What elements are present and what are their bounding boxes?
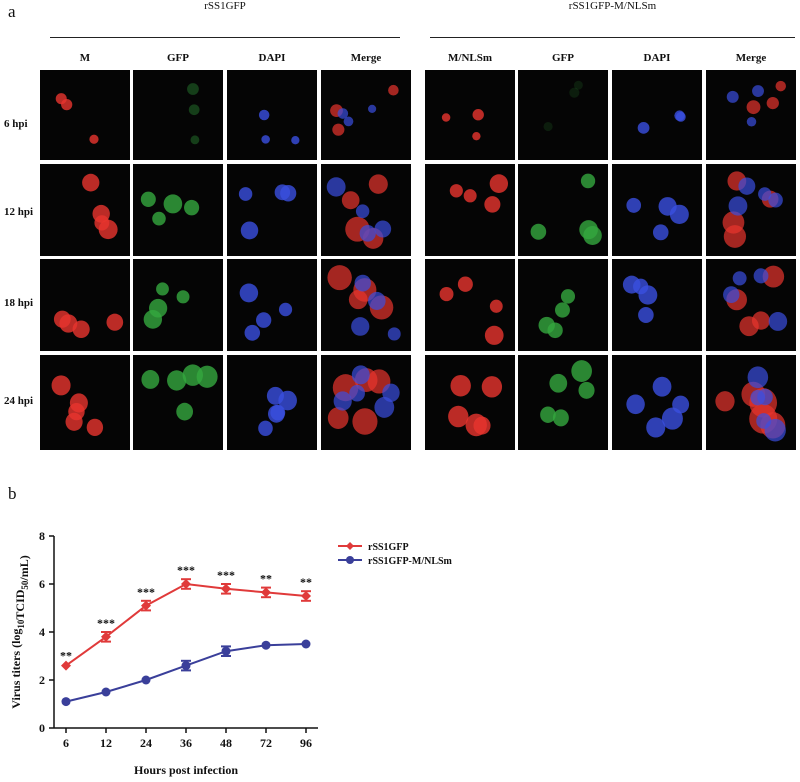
significance-marker: *** xyxy=(97,616,115,630)
micrograph-24hpi-green-wt xyxy=(133,355,223,450)
data-point-1 xyxy=(101,687,111,697)
micrograph-6hpi-blue-mut xyxy=(612,70,702,160)
panel-b-letter: b xyxy=(8,484,17,503)
legend-label-0: rSS1GFP xyxy=(368,542,409,553)
micrograph-24hpi-blue-mut xyxy=(612,355,702,450)
micrograph-6hpi-green-wt xyxy=(133,70,223,160)
col-label-gfp-2: GFP xyxy=(552,52,574,64)
micrograph-6hpi-green-mut xyxy=(518,70,608,160)
data-point-1 xyxy=(261,640,271,650)
micrograph-12hpi-green-wt xyxy=(133,164,223,256)
micrograph-24hpi-merge-wt xyxy=(321,355,411,450)
significance-marker: ** xyxy=(260,572,272,586)
y-tick-label: 6 xyxy=(39,577,45,591)
group-rule-rss1gfp-mnlsm xyxy=(430,37,795,38)
panel-a-letter: a xyxy=(8,2,16,21)
group-title-rss1gfp: rSS1GFP xyxy=(204,0,246,12)
significance-marker: ** xyxy=(300,575,312,589)
legend-label-1: rSS1GFP-M/NLSm xyxy=(368,556,453,567)
micrograph-12hpi-blue-mut xyxy=(612,164,702,256)
x-tick-label: 24 xyxy=(140,736,152,750)
data-point-1 xyxy=(301,639,311,649)
micrograph-6hpi-red-wt xyxy=(40,70,130,160)
significance-marker: *** xyxy=(177,563,195,577)
micrograph-18hpi-green-wt xyxy=(133,259,223,351)
group-rule-rss1gfp xyxy=(50,37,400,38)
row-label-18hpi: 18 hpi xyxy=(4,297,34,309)
micrograph-18hpi-red-mut xyxy=(425,259,515,351)
micrograph-18hpi-blue-mut xyxy=(612,259,702,351)
data-point-0 xyxy=(101,631,111,642)
data-point-1 xyxy=(141,675,151,685)
micrograph-24hpi-blue-wt xyxy=(227,355,317,450)
x-axis-label: Hours post infection xyxy=(134,763,238,777)
significance-marker: ** xyxy=(60,648,72,662)
micrograph-18hpi-blue-wt xyxy=(227,259,317,351)
micrograph-24hpi-red-mut xyxy=(425,355,515,450)
micrograph-18hpi-merge-mut xyxy=(706,259,796,351)
significance-marker: *** xyxy=(217,568,235,582)
data-point-0 xyxy=(301,591,311,601)
data-point-0 xyxy=(61,660,71,671)
micrograph-6hpi-blue-wt xyxy=(227,70,317,160)
data-point-1 xyxy=(61,697,71,707)
group-title-rss1gfp-mnlsm: rSS1GFP-M/NLSm xyxy=(568,0,657,12)
x-tick-label: 96 xyxy=(300,736,312,750)
micrograph-18hpi-merge-wt xyxy=(321,259,411,351)
data-point-0 xyxy=(221,583,231,594)
row-label-24hpi: 24 hpi xyxy=(4,395,34,407)
col-label-dapi-2: DAPI xyxy=(643,52,671,64)
col-label-merge-1: Merge xyxy=(350,52,382,64)
data-point-0 xyxy=(141,600,151,611)
y-tick-label: 8 xyxy=(39,529,45,543)
micrograph-18hpi-red-wt xyxy=(40,259,130,351)
y-tick-label: 2 xyxy=(39,673,45,687)
x-tick-label: 72 xyxy=(260,736,272,750)
row-label-6hpi: 6 hpi xyxy=(4,118,28,130)
micrograph-12hpi-blue-wt xyxy=(227,164,317,256)
micrograph-12hpi-red-mut xyxy=(425,164,515,256)
y-tick-label: 4 xyxy=(39,625,45,639)
data-point-1 xyxy=(181,661,191,671)
micrograph-24hpi-green-mut xyxy=(518,355,608,450)
data-point-1 xyxy=(221,646,231,656)
micrograph-12hpi-merge-wt xyxy=(321,164,411,256)
col-label-m: M xyxy=(79,52,91,64)
x-tick-label: 6 xyxy=(63,736,69,750)
x-tick-label: 12 xyxy=(100,736,112,750)
micrograph-24hpi-merge-mut xyxy=(706,355,796,450)
micrograph-6hpi-merge-mut xyxy=(706,70,796,160)
legend-marker-0 xyxy=(346,542,354,550)
micrograph-18hpi-green-mut xyxy=(518,259,608,351)
col-label-merge-2: Merge xyxy=(735,52,767,64)
row-label-12hpi: 12 hpi xyxy=(4,206,34,218)
col-label-m-nlsm: M/NLSm xyxy=(448,52,492,64)
y-tick-label: 0 xyxy=(39,721,45,735)
y-axis-label: Virus titers (log10TCID50/mL) xyxy=(9,555,31,709)
micrograph-6hpi-merge-wt xyxy=(321,70,411,160)
micrograph-6hpi-red-mut xyxy=(425,70,515,160)
col-label-dapi-1: DAPI xyxy=(258,52,286,64)
data-point-0 xyxy=(261,587,271,598)
micrograph-12hpi-red-wt xyxy=(40,164,130,256)
micrograph-12hpi-green-mut xyxy=(518,164,608,256)
data-point-0 xyxy=(181,579,191,589)
significance-marker: *** xyxy=(137,585,155,599)
micrograph-24hpi-red-wt xyxy=(40,355,130,450)
legend-marker-1 xyxy=(346,556,354,564)
x-tick-label: 48 xyxy=(220,736,232,750)
x-tick-label: 36 xyxy=(180,736,192,750)
micrograph-12hpi-merge-mut xyxy=(706,164,796,256)
col-label-gfp-1: GFP xyxy=(167,52,189,64)
